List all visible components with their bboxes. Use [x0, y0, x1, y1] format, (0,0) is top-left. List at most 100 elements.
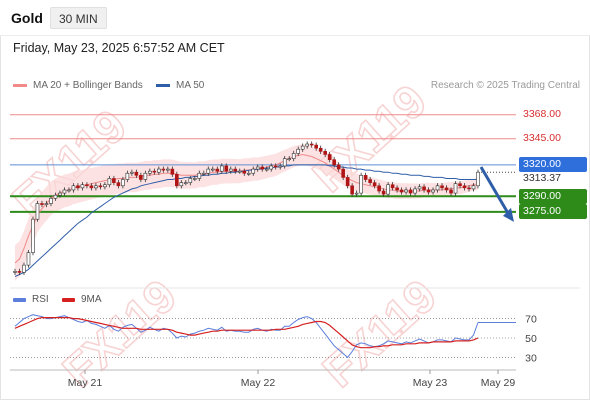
- candle-body: [71, 185, 76, 191]
- candle-body: [300, 145, 305, 150]
- research-credit: Research © 2025 Trading Central: [430, 80, 580, 91]
- legend-ma50-label: MA 50: [176, 80, 205, 91]
- candle-body: [13, 271, 17, 273]
- x-tick-label: May 23: [413, 377, 448, 389]
- candle-body: [287, 158, 292, 160]
- candle-body: [444, 187, 449, 191]
- candle-body: [201, 172, 206, 175]
- watermark-text: FX119: [2, 99, 136, 227]
- candle-body: [121, 179, 125, 187]
- candle-body: [345, 177, 350, 187]
- candle-body: [408, 189, 413, 194]
- candle-body: [67, 189, 71, 192]
- candle-body: [291, 153, 296, 159]
- candle-body: [386, 184, 390, 195]
- candle-body: [179, 182, 184, 187]
- candle-body: [228, 168, 233, 172]
- candle-body: [282, 158, 287, 167]
- rsi-tick-label: 70: [525, 314, 537, 326]
- candle-body: [413, 188, 417, 194]
- rsi-tick-label: 50: [525, 333, 537, 345]
- candle-body: [341, 168, 345, 178]
- legend-9ma: 9MA: [62, 294, 102, 305]
- candle-body: [103, 184, 107, 188]
- candle-body: [372, 182, 377, 187]
- candle-body: [359, 175, 363, 194]
- pivot-tag: 3320.00: [519, 157, 587, 173]
- candle-body: [354, 192, 359, 195]
- candle-body: [53, 194, 58, 199]
- rsi-9ma-line: [14, 317, 479, 349]
- candle-body: [98, 185, 103, 188]
- candle-body: [206, 168, 211, 174]
- forecast-arrow: [479, 166, 511, 216]
- candle-body: [76, 185, 80, 189]
- candle-body: [453, 183, 458, 194]
- candle-body: [89, 185, 94, 189]
- candle-body: [210, 168, 215, 171]
- candle-body: [31, 218, 35, 253]
- legend-9ma-label: 9MA: [81, 294, 102, 305]
- candle-body: [390, 184, 395, 189]
- x-tick-label: May 29: [481, 377, 516, 389]
- candle-body: [35, 203, 40, 220]
- candle-body: [134, 171, 139, 176]
- legend-rsi: RSI: [13, 294, 49, 305]
- resistance-tag: 3345.00: [523, 132, 561, 145]
- candle-body: [58, 192, 62, 196]
- candle-body: [184, 182, 188, 184]
- x-tick-label: May 21: [68, 377, 103, 389]
- interval-selector[interactable]: 30 MIN: [50, 7, 107, 29]
- candle-body: [40, 203, 44, 205]
- candle-body: [422, 186, 426, 191]
- legend-ma-bollinger: MA 20 + Bollinger Bands: [13, 80, 143, 91]
- legend-ma50-swatch: [156, 84, 170, 87]
- candle-body: [26, 252, 31, 266]
- candle-body: [237, 170, 242, 173]
- candle-body: [368, 179, 372, 183]
- chart-header: Gold 30 MIN: [0, 0, 590, 36]
- candle-body: [44, 203, 49, 205]
- resistance-tag: 3368.00: [523, 108, 561, 121]
- support-tag: 3290.00: [519, 188, 587, 204]
- candle-body: [399, 189, 404, 193]
- symbol-title: Gold: [11, 10, 43, 26]
- candle-body: [224, 165, 229, 172]
- candle-body: [175, 173, 179, 187]
- candle-body: [125, 172, 130, 180]
- last-price-tag: 3313.37: [519, 170, 565, 186]
- candle-body: [426, 189, 431, 193]
- candle-body: [440, 185, 444, 189]
- x-tick-label: May 22: [241, 377, 276, 389]
- candle-body: [148, 170, 152, 174]
- candle-body: [377, 185, 381, 192]
- candle-body: [264, 168, 269, 171]
- candle-body: [215, 168, 220, 172]
- candle-body: [107, 178, 112, 186]
- candle-body: [242, 170, 247, 174]
- candle-body: [462, 185, 467, 189]
- candle-body: [350, 185, 354, 195]
- candle-body: [449, 189, 453, 194]
- candle-body: [323, 151, 327, 155]
- candle-body: [363, 175, 368, 180]
- candle-body: [327, 154, 332, 160]
- candle-body: [332, 159, 336, 166]
- candle-body: [193, 178, 197, 180]
- chart-timestamp: Friday, May 23, 2025 6:57:52 AM CET: [13, 41, 225, 55]
- candle-body: [233, 168, 238, 172]
- candle-body: [296, 148, 300, 154]
- candle-body: [49, 198, 53, 204]
- candle-body: [152, 170, 157, 173]
- candle-body: [85, 184, 89, 187]
- candle-body: [255, 166, 260, 170]
- candle-body: [251, 168, 256, 174]
- candle-body: [188, 178, 193, 183]
- candle-body: [116, 182, 121, 187]
- candle-body: [431, 189, 435, 193]
- candle-body: [395, 187, 399, 191]
- candle-body: [273, 165, 278, 168]
- candle-body: [404, 189, 408, 193]
- candle-body: [336, 164, 341, 170]
